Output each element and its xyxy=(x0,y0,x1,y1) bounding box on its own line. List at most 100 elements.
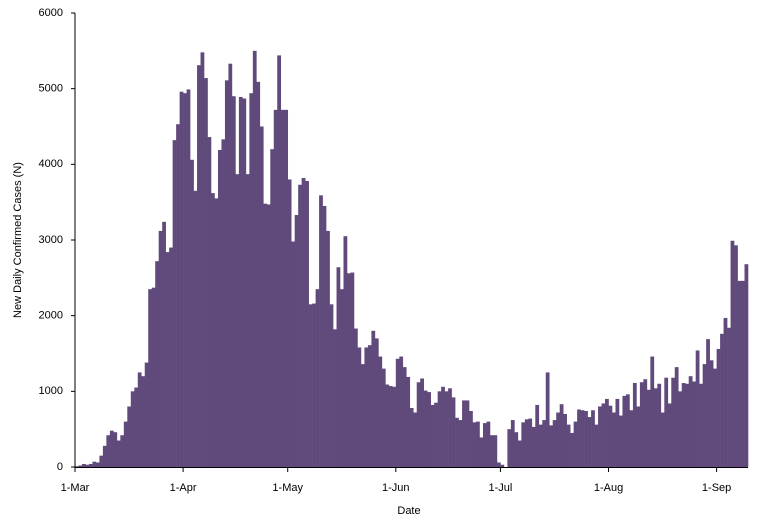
bar xyxy=(336,267,341,467)
bar xyxy=(329,304,334,467)
bar xyxy=(102,445,107,467)
bar xyxy=(273,109,278,467)
x-tick-label: 1-Apr xyxy=(170,482,197,494)
bar xyxy=(734,245,738,467)
x-tick-label: 1-Jun xyxy=(382,482,410,494)
bar xyxy=(660,412,665,467)
bar xyxy=(120,435,125,467)
bar xyxy=(521,422,526,467)
bar xyxy=(479,437,484,467)
bar xyxy=(605,398,609,467)
bar xyxy=(639,382,644,467)
bar xyxy=(235,174,240,468)
bar xyxy=(169,247,173,467)
bar xyxy=(197,65,201,468)
bar xyxy=(319,195,323,467)
bar xyxy=(591,410,595,467)
bar xyxy=(469,411,473,467)
bar xyxy=(381,368,386,467)
bar xyxy=(441,386,445,467)
bar xyxy=(371,330,376,467)
y-tick-label: 4000 xyxy=(39,158,63,170)
bar xyxy=(312,303,316,467)
bar xyxy=(713,368,717,467)
bar xyxy=(657,383,662,467)
bar xyxy=(221,139,226,467)
bar xyxy=(598,406,602,467)
bar xyxy=(455,417,459,467)
bar xyxy=(723,317,728,467)
bar xyxy=(155,261,159,467)
bar xyxy=(364,347,369,467)
bar xyxy=(612,412,616,467)
bar xyxy=(350,272,355,467)
bar xyxy=(305,180,309,468)
bar xyxy=(538,424,543,467)
bar xyxy=(615,398,620,467)
bar xyxy=(277,55,282,468)
bar xyxy=(148,289,153,467)
bar xyxy=(291,241,295,467)
bar xyxy=(559,404,564,467)
bar xyxy=(692,381,696,467)
bar xyxy=(151,287,156,467)
bar xyxy=(486,421,491,467)
x-tick-label: 1-Sep xyxy=(702,482,731,494)
bar xyxy=(500,464,505,467)
bar xyxy=(545,372,550,467)
bar xyxy=(524,419,529,467)
bar xyxy=(702,364,707,467)
bar xyxy=(326,230,330,467)
bar xyxy=(437,391,442,467)
bar xyxy=(343,236,348,467)
bar xyxy=(720,333,724,467)
bar xyxy=(204,78,208,467)
x-tick-label: 1-May xyxy=(272,482,303,494)
y-tick-label: 3000 xyxy=(39,234,63,246)
bar xyxy=(685,383,690,467)
x-tick-label: 1-Aug xyxy=(594,482,623,494)
bar xyxy=(301,177,306,467)
bar xyxy=(618,415,623,467)
bar xyxy=(284,109,289,467)
bar xyxy=(158,230,163,467)
bar xyxy=(228,63,233,468)
bar xyxy=(573,421,578,467)
bar xyxy=(420,378,425,467)
bar xyxy=(458,420,463,467)
bar xyxy=(678,391,683,467)
bar xyxy=(643,379,648,467)
bar xyxy=(601,403,606,467)
bar xyxy=(587,417,592,467)
bar xyxy=(263,203,268,467)
bar xyxy=(674,367,679,467)
bar xyxy=(580,410,585,467)
x-tick-label: 1-Jul xyxy=(488,482,512,494)
bar xyxy=(552,420,557,467)
bar xyxy=(287,179,292,467)
bar xyxy=(193,190,198,468)
bar xyxy=(465,400,470,467)
bar xyxy=(214,198,219,467)
y-tick-label: 5000 xyxy=(39,83,63,95)
bar xyxy=(444,391,449,467)
bar xyxy=(727,327,731,467)
bar xyxy=(430,404,435,467)
bar xyxy=(493,435,498,467)
bar xyxy=(99,455,104,467)
bar xyxy=(688,376,693,467)
bar xyxy=(298,184,302,467)
bar xyxy=(709,360,714,467)
bar xyxy=(629,410,634,467)
bar xyxy=(238,96,243,468)
bar xyxy=(472,422,477,467)
bar xyxy=(92,461,97,467)
bar xyxy=(741,280,745,467)
bar xyxy=(476,421,480,467)
bar xyxy=(496,462,501,467)
bar xyxy=(88,463,93,467)
bar xyxy=(434,402,438,467)
bar xyxy=(179,91,184,468)
bar xyxy=(517,440,522,467)
bar xyxy=(650,356,655,467)
